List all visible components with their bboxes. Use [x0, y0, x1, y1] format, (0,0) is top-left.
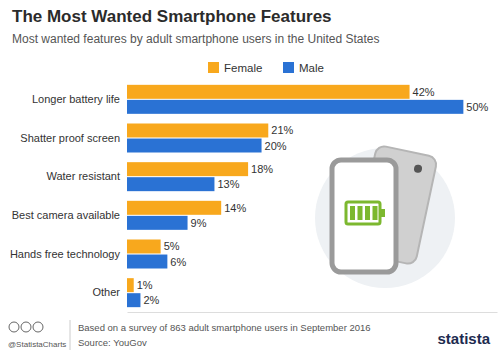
phone-camera: [413, 164, 422, 173]
bar: [127, 216, 188, 230]
footer: Based on a survey of 863 adult smartphon…: [8, 320, 491, 350]
annotation: @StatistaCharts: [8, 340, 66, 349]
bar: [127, 100, 463, 114]
subtitle: Most wanted features by adult smartphone…: [12, 32, 380, 46]
y-tick: Water resistant: [46, 170, 127, 182]
bar: [127, 240, 161, 254]
data-label: 42%: [413, 86, 435, 98]
data-label: 2%: [143, 294, 159, 306]
illustration: [315, 145, 455, 288]
bar: [127, 201, 221, 215]
bar: [127, 162, 248, 176]
data-label: 21%: [271, 124, 293, 136]
annotation: Based on a survey of 863 adult smartphon…: [78, 322, 371, 333]
license-icon: [21, 322, 31, 332]
license-icon: [9, 322, 19, 332]
y-tick-label: Longer battery life: [32, 93, 120, 105]
y-tick-label: Other: [92, 286, 120, 298]
y-tick: Shatter proof screen: [20, 132, 127, 144]
bar: [127, 255, 167, 269]
bar: [127, 124, 268, 138]
y-tick: Longer battery life: [32, 93, 127, 105]
y-axis: Longer battery life Shatter proof screen W…: [10, 93, 127, 298]
license-icon: [33, 322, 43, 332]
data-labels: 42% 21% 18% 14% 5% 1% 50% 20% 13% 9% 6% 2%: [137, 86, 489, 306]
bar: [127, 85, 410, 99]
y-tick-label: Hands free technology: [10, 248, 121, 260]
phone-front: [332, 160, 396, 272]
y-tick-label: Best camera available: [12, 209, 120, 221]
data-label: 5%: [164, 240, 180, 252]
battery-cell: [358, 206, 363, 220]
data-label: 20%: [265, 140, 287, 152]
chart: The Most Wanted Smartphone Features Most …: [0, 0, 500, 356]
data-label: 50%: [466, 101, 488, 113]
legend-swatch: [208, 62, 219, 73]
data-label: 14%: [224, 202, 246, 214]
y-tick: Other: [92, 286, 127, 298]
bar: [127, 177, 214, 191]
y-tick: Best camera available: [12, 209, 127, 221]
battery-tip: [381, 209, 385, 217]
bars: [127, 85, 463, 307]
data-label: 13%: [217, 178, 239, 190]
y-tick-label: Water resistant: [46, 170, 120, 182]
legend-label: Female: [224, 62, 262, 74]
data-label: 18%: [251, 163, 273, 175]
battery-body: [346, 202, 380, 224]
battery-cell: [365, 206, 370, 220]
bar: [127, 293, 140, 307]
data-label: 6%: [170, 256, 186, 268]
data-label: 9%: [191, 217, 207, 229]
title: The Most Wanted Smartphone Features: [12, 7, 332, 26]
x-axis-line: [128, 312, 498, 313]
y-tick: Hands free technology: [10, 248, 127, 260]
annotation: statista: [437, 330, 490, 347]
bar: [127, 278, 134, 292]
x-axis: [128, 312, 498, 313]
bar: [127, 139, 262, 153]
footer-separator: [70, 320, 71, 350]
y-tick-label: Shatter proof screen: [20, 132, 120, 144]
annotation: Source: YouGov: [78, 337, 147, 348]
legend-swatch: [283, 62, 294, 73]
battery-cell: [350, 206, 355, 220]
legend: Female Male: [208, 62, 324, 74]
data-label: 1%: [137, 279, 153, 291]
legend-label: Male: [299, 62, 324, 74]
battery-cell: [373, 206, 378, 220]
